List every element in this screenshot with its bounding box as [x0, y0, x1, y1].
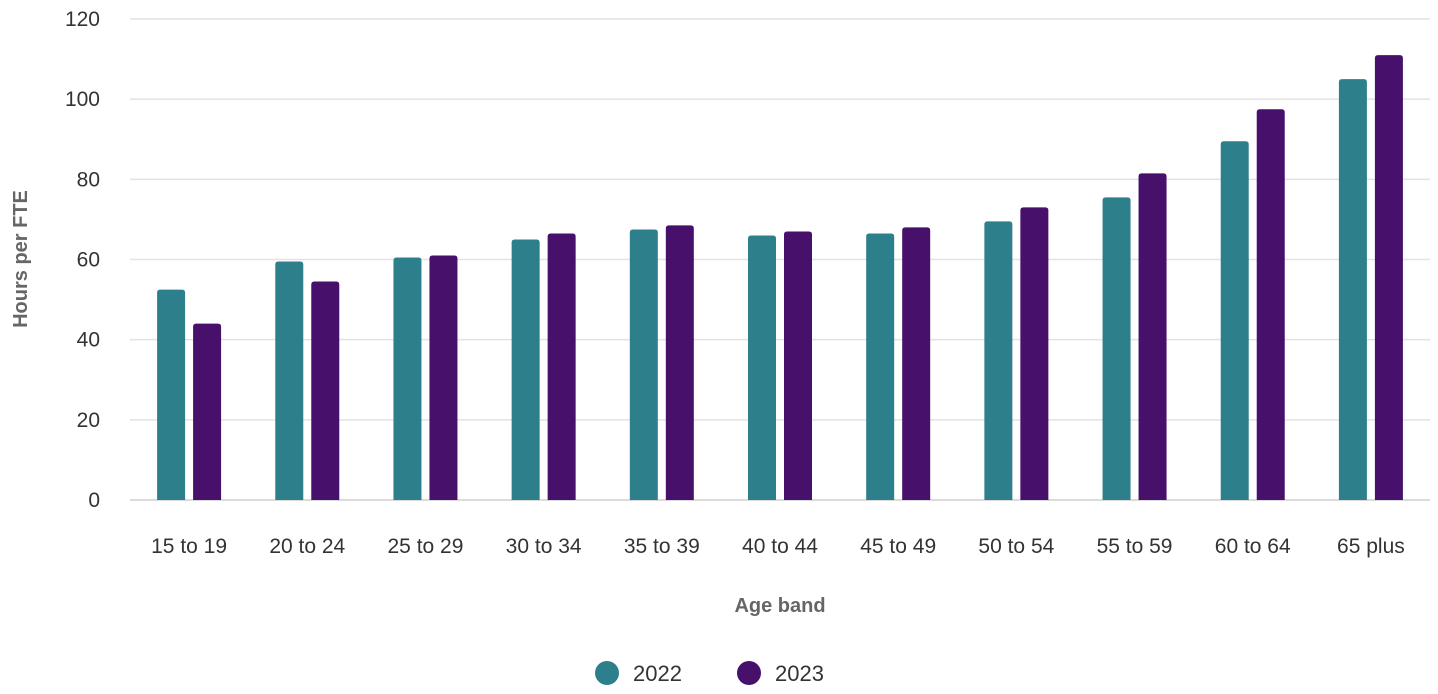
x-axis-ticks: 15 to 19 20 to 24 25 to 29 30 to 34 35 to 39…	[151, 535, 1405, 558]
bar-2022-15-to-19	[157, 289, 186, 500]
bar-2023-35-to-39	[665, 225, 694, 500]
bar-2022-55-to-59	[1102, 197, 1131, 500]
legend: 2022 2023	[595, 661, 824, 686]
bar-2022-50-to-54	[984, 221, 1013, 500]
bar-2022-25-to-29	[393, 257, 422, 500]
x-tick-label: 50 to 54	[978, 535, 1054, 558]
bar-2022-20-to-24	[275, 261, 304, 500]
legend-swatch	[737, 661, 761, 685]
bar-2023-20-to-24	[311, 281, 340, 500]
x-tick-label: 15 to 19	[151, 535, 227, 558]
bars	[157, 55, 1403, 501]
legend-label: 2022	[633, 661, 682, 686]
x-tick-label: 55 to 59	[1097, 535, 1173, 558]
y-axis-title: Hours per FTE	[10, 190, 32, 328]
y-tick-label: 60	[77, 249, 100, 272]
legend-item-2023: 2023	[737, 661, 824, 686]
bar-2023-25-to-29	[429, 255, 458, 500]
y-tick-label: 80	[77, 168, 100, 191]
bar-2022-45-to-49	[866, 233, 895, 500]
bar-2023-30-to-34	[547, 233, 576, 500]
bar-2022-60-to-64	[1220, 141, 1249, 501]
y-tick-label: 0	[88, 489, 100, 512]
x-tick-label: 40 to 44	[742, 535, 818, 558]
y-tick-label: 40	[77, 329, 100, 352]
bar-2022-35-to-39	[629, 229, 658, 500]
x-tick-label: 25 to 29	[388, 535, 464, 558]
gridlines	[130, 18, 1430, 501]
x-tick-label: 35 to 39	[624, 535, 700, 558]
legend-swatch	[595, 661, 619, 685]
bar-2023-65-plus	[1374, 55, 1403, 500]
x-tick-label: 60 to 64	[1215, 535, 1291, 558]
bar-2023-60-to-64	[1256, 109, 1285, 500]
legend-label: 2023	[775, 661, 824, 686]
x-tick-label: 20 to 24	[269, 535, 345, 558]
bar-2023-55-to-59	[1138, 173, 1167, 500]
x-axis-title: Age band	[734, 595, 825, 617]
bar-2022-40-to-44	[748, 235, 776, 500]
bar-2023-15-to-19	[193, 323, 222, 500]
y-axis-ticks: 0 20 40 60 80 100 120	[65, 8, 100, 512]
x-tick-label: 30 to 34	[506, 535, 582, 558]
y-tick-label: 20	[77, 409, 100, 432]
y-tick-label: 100	[65, 88, 100, 111]
x-tick-label: 45 to 49	[860, 535, 936, 558]
legend-item-2022: 2022	[595, 661, 682, 686]
bar-2022-65-plus	[1338, 79, 1367, 500]
bar-2023-40-to-44	[784, 231, 812, 501]
bar-2023-50-to-54	[1020, 207, 1049, 500]
bar-2023-45-to-49	[902, 227, 931, 500]
bar-2022-30-to-34	[511, 239, 540, 501]
y-tick-label: 120	[65, 8, 100, 31]
x-tick-label: 65 plus	[1337, 535, 1405, 558]
